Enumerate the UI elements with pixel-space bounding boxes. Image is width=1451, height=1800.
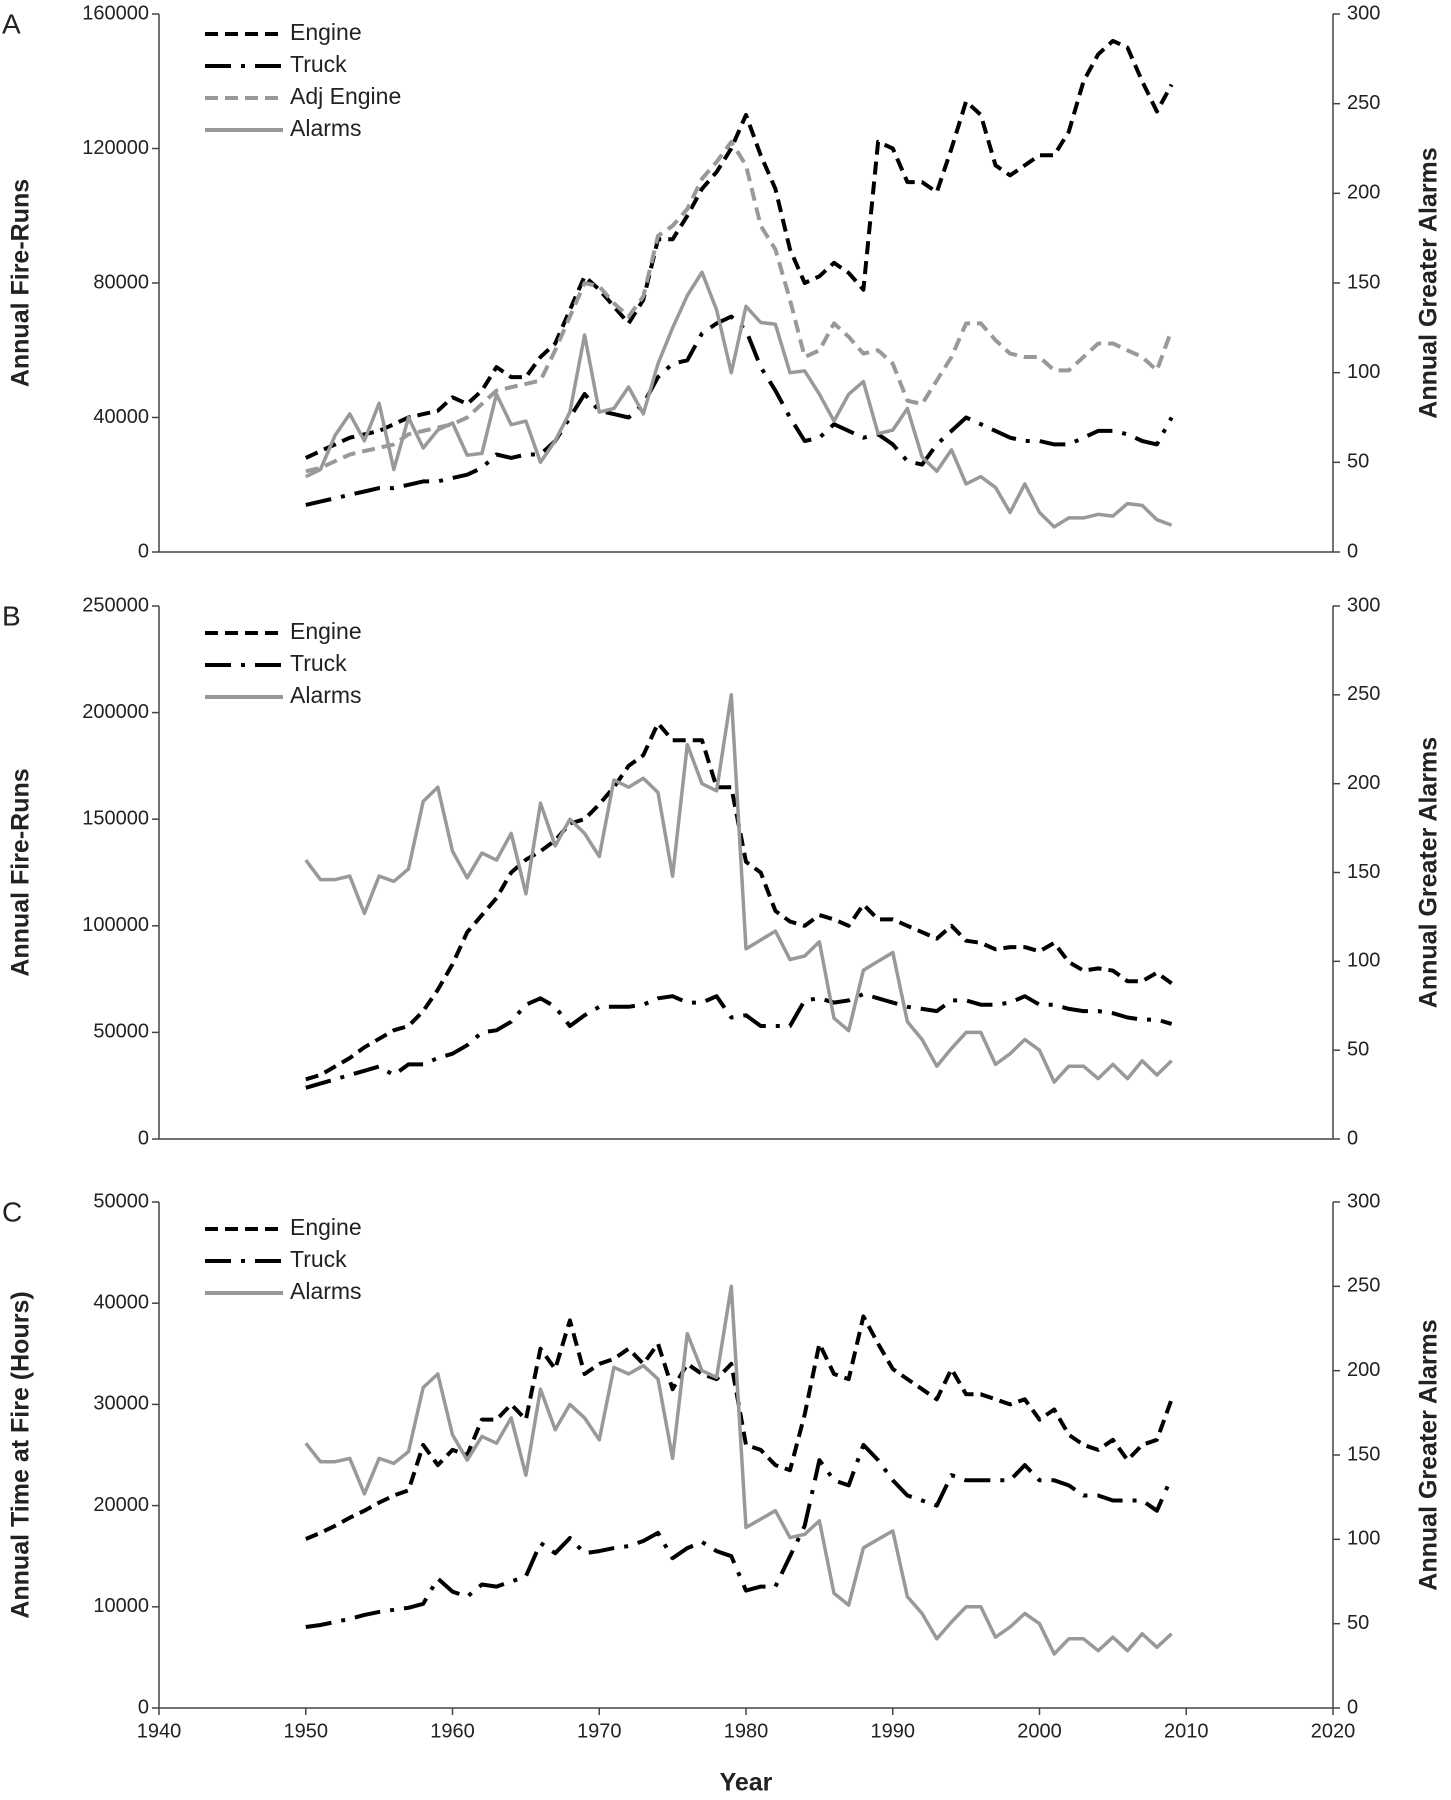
y2-axis-label: Annual Greater Alarms bbox=[1415, 147, 1443, 418]
y-tick-label: 30000 bbox=[93, 1393, 149, 1415]
series-line bbox=[305, 314, 1174, 507]
y-tick-label: 50000 bbox=[93, 1190, 149, 1212]
x-axis-label: Year bbox=[720, 1769, 773, 1797]
y2-tick-label: 300 bbox=[1347, 2, 1380, 24]
legend-label: Alarms bbox=[290, 1278, 362, 1304]
y2-tick-label: 100 bbox=[1347, 950, 1380, 972]
legend-label: Truck bbox=[290, 51, 347, 77]
y2-tick-label: 0 bbox=[1347, 1127, 1358, 1149]
legend-label: Adj Engine bbox=[290, 83, 401, 109]
y2-tick-label: 200 bbox=[1347, 182, 1380, 204]
y2-tick-label: 200 bbox=[1347, 772, 1380, 794]
series-line bbox=[304, 38, 1174, 460]
x-tick-label: 1980 bbox=[724, 1720, 769, 1742]
x-tick-label: 1940 bbox=[137, 1720, 182, 1742]
y2-tick-label: 300 bbox=[1347, 594, 1380, 616]
y2-tick-label: 100 bbox=[1347, 361, 1380, 383]
x-tick-label: 2020 bbox=[1311, 1720, 1356, 1742]
y-tick-label: 0 bbox=[138, 540, 149, 562]
series-line bbox=[305, 992, 1173, 1090]
y-tick-label: 250000 bbox=[82, 594, 149, 616]
y2-tick-label: 0 bbox=[1347, 540, 1358, 562]
y-tick-label: 40000 bbox=[93, 406, 149, 428]
panel-label: C bbox=[2, 1196, 22, 1227]
series-line bbox=[305, 1442, 1174, 1629]
legend-label: Engine bbox=[290, 618, 362, 644]
series-line bbox=[304, 1284, 1173, 1656]
y2-tick-label: 250 bbox=[1347, 92, 1380, 114]
series-line bbox=[305, 270, 1173, 529]
y-tick-label: 160000 bbox=[82, 2, 149, 24]
x-tick-label: 1950 bbox=[284, 1720, 329, 1742]
y-tick-label: 40000 bbox=[93, 1291, 149, 1313]
y-tick-label: 100000 bbox=[82, 914, 149, 936]
legend-label: Alarms bbox=[290, 115, 362, 141]
legend-label: Engine bbox=[290, 19, 362, 45]
y2-tick-label: 50 bbox=[1347, 451, 1369, 473]
y-tick-label: 10000 bbox=[93, 1595, 149, 1617]
y-tick-label: 20000 bbox=[93, 1494, 149, 1516]
y2-tick-label: 50 bbox=[1347, 1612, 1369, 1634]
y2-axis-label: Annual Greater Alarms bbox=[1415, 1319, 1443, 1590]
y-tick-label: 200000 bbox=[82, 701, 149, 723]
x-tick-label: 1970 bbox=[577, 1720, 622, 1742]
series-line bbox=[305, 721, 1173, 1082]
y2-tick-label: 100 bbox=[1347, 1528, 1380, 1550]
y2-tick-label: 50 bbox=[1347, 1038, 1369, 1060]
x-tick-label: 1990 bbox=[871, 1720, 916, 1742]
x-tick-label: 2000 bbox=[1017, 1720, 1062, 1742]
x-tick-label: 1960 bbox=[430, 1720, 475, 1742]
y-axis-label: Annual Fire-Runs bbox=[7, 768, 35, 976]
x-tick-label: 2010 bbox=[1164, 1720, 1209, 1742]
y2-tick-label: 150 bbox=[1347, 861, 1380, 883]
y-tick-label: 50000 bbox=[93, 1021, 149, 1043]
y2-tick-label: 150 bbox=[1347, 1443, 1380, 1465]
legend-label: Truck bbox=[290, 650, 347, 676]
y-tick-label: 120000 bbox=[82, 137, 149, 159]
y2-tick-label: 0 bbox=[1347, 1696, 1358, 1718]
legend-label: Engine bbox=[290, 1214, 362, 1240]
y-tick-label: 80000 bbox=[93, 271, 149, 293]
y-tick-label: 150000 bbox=[82, 807, 149, 829]
legend-label: Truck bbox=[290, 1246, 347, 1272]
y2-tick-label: 250 bbox=[1347, 1275, 1380, 1297]
panel-label: A bbox=[2, 8, 21, 39]
y-tick-label: 0 bbox=[138, 1127, 149, 1149]
y-axis-label: Annual Time at Fire (Hours) bbox=[7, 1291, 35, 1618]
y-axis-label: Annual Fire-Runs bbox=[7, 179, 35, 387]
y-tick-label: 0 bbox=[138, 1696, 149, 1718]
y2-tick-label: 200 bbox=[1347, 1359, 1380, 1381]
legend-label: Alarms bbox=[290, 682, 362, 708]
panel-label: B bbox=[2, 600, 21, 631]
y2-axis-label: Annual Greater Alarms bbox=[1415, 737, 1443, 1008]
y2-tick-label: 300 bbox=[1347, 1190, 1380, 1212]
y2-tick-label: 150 bbox=[1347, 271, 1380, 293]
series-line bbox=[305, 139, 1174, 474]
y2-tick-label: 250 bbox=[1347, 683, 1380, 705]
series-line bbox=[304, 693, 1173, 1084]
